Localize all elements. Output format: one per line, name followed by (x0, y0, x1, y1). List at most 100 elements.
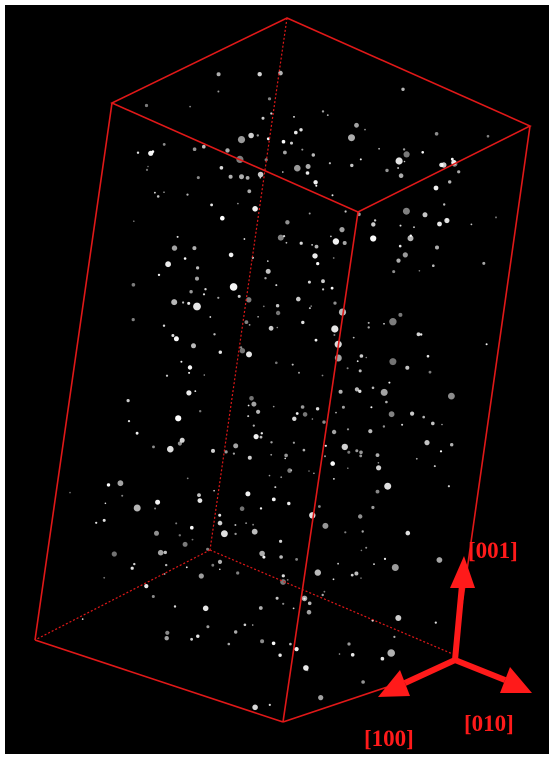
particle (260, 639, 264, 643)
particle (188, 365, 192, 369)
particle (254, 434, 259, 439)
particle (344, 531, 346, 533)
particle (284, 454, 288, 458)
particle (164, 551, 167, 554)
particle (335, 412, 337, 414)
particle (233, 443, 238, 448)
particle (439, 163, 443, 167)
particle (395, 615, 401, 621)
particle (276, 304, 279, 307)
particle (171, 299, 177, 305)
particle (345, 210, 347, 212)
particle (220, 216, 225, 221)
particle (189, 290, 192, 293)
particle (331, 325, 338, 332)
particle (103, 519, 106, 522)
particle (292, 364, 294, 366)
particle (294, 165, 301, 172)
particle (376, 465, 381, 470)
particle (186, 390, 191, 395)
particle (144, 584, 148, 588)
particle (163, 191, 165, 193)
particle (381, 657, 385, 661)
particle (172, 245, 177, 250)
particle (388, 382, 390, 384)
particle (457, 170, 460, 173)
particle (324, 591, 326, 593)
particle (360, 354, 364, 358)
particle (397, 167, 399, 169)
particle (351, 653, 355, 657)
particle (174, 605, 176, 607)
particle (471, 224, 473, 226)
particle (434, 465, 436, 467)
particle (194, 390, 196, 392)
particle (107, 483, 110, 486)
particle (152, 446, 155, 449)
particle (295, 647, 299, 651)
particle (435, 622, 437, 624)
particle (132, 283, 136, 287)
particle (347, 467, 349, 469)
particle (184, 257, 187, 260)
particle (165, 631, 169, 635)
particle (248, 456, 252, 460)
particle (306, 669, 308, 671)
particle (347, 428, 349, 430)
particle (434, 186, 439, 191)
particle (308, 602, 312, 606)
particle (175, 415, 181, 421)
particle (307, 610, 312, 615)
particle (262, 556, 265, 559)
particle (202, 145, 206, 149)
particle (403, 208, 410, 215)
particle (353, 337, 355, 339)
particle (213, 333, 215, 335)
particle (95, 522, 97, 524)
particle (413, 226, 415, 228)
particle (166, 375, 168, 377)
particle (262, 117, 265, 120)
particle (351, 574, 354, 577)
particle (322, 420, 325, 423)
particle (206, 625, 209, 628)
particle (410, 235, 412, 237)
particle (427, 355, 430, 358)
particle (274, 486, 276, 488)
particle (221, 530, 228, 537)
particle (362, 530, 364, 532)
particle (179, 534, 181, 536)
particle (157, 195, 160, 198)
particle (294, 131, 298, 135)
particle (332, 430, 336, 434)
particle (263, 306, 265, 308)
particle (251, 402, 256, 407)
particle (347, 451, 350, 454)
particle (218, 560, 222, 564)
particle (248, 133, 254, 139)
particle (376, 453, 380, 457)
particle (311, 244, 313, 246)
particle (384, 483, 391, 490)
particle (239, 174, 244, 179)
particle (318, 695, 323, 700)
particle (357, 360, 359, 362)
particle (421, 151, 424, 154)
particle (180, 361, 182, 363)
particle (365, 547, 367, 549)
particle (313, 180, 317, 184)
particle (435, 246, 439, 250)
particle (218, 514, 221, 517)
particle (368, 322, 370, 324)
particle (190, 638, 193, 641)
particle (252, 206, 258, 212)
particle (276, 311, 280, 315)
particle (246, 176, 250, 180)
particle (259, 551, 265, 557)
particle (309, 307, 311, 309)
particle (368, 326, 370, 328)
particle (198, 498, 203, 503)
particle (238, 136, 245, 143)
particle (339, 390, 343, 394)
particle (431, 422, 435, 426)
